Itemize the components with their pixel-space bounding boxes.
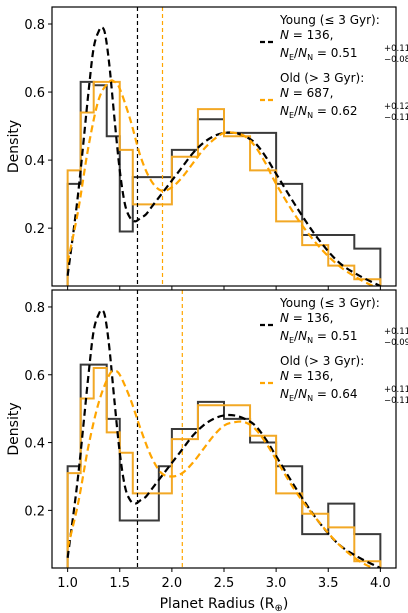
y-tick-label: 0.6 (24, 369, 45, 384)
x-tick-label: 4.0 (370, 576, 391, 591)
legend-ratio: NE/NN = 0.62 (280, 104, 357, 120)
legend-ratio: NE/NN = 0.64 (280, 387, 357, 403)
legend: Young (≤ 3 Gyr):N = 136, NE/NN = 0.51 +0.1… (260, 13, 408, 123)
legend-err-plus: +0.12 (384, 102, 408, 112)
y-tick-label: 0.6 (24, 86, 45, 101)
y-tick-label: 0.8 (24, 301, 45, 316)
kde-curve-old (66, 370, 376, 568)
x-tick-label: 2.0 (162, 576, 183, 591)
y-axis-label: Density (6, 120, 22, 173)
legend-err-plus: +0.11 (384, 44, 408, 54)
legend-err-minus: −0.09 (384, 338, 408, 348)
x-tick-label: 1.5 (109, 576, 130, 591)
legend-err-minus: −0.11 (384, 396, 408, 406)
plot-area (66, 290, 382, 568)
legend-count: N = 136, (280, 311, 333, 325)
legend-err-plus: +0.11 (384, 327, 408, 337)
legend-title: Young (≤ 3 Gyr): (279, 296, 380, 310)
legend-ratio: NE/NN = 0.51 (280, 46, 357, 62)
x-tick-label: 2.5 (214, 576, 235, 591)
legend-item-old: Old (> 3 Gyr):N = 687, NE/NN = 0.62 +0.12−… (260, 71, 408, 123)
histogram-old (66, 80, 382, 286)
x-axis-label: Planet Radius (R⊕) (160, 596, 289, 613)
y-axis-label: Density (6, 402, 22, 455)
legend-err-minus: −0.08 (384, 55, 408, 65)
legend-item-old: Old (> 3 Gyr):N = 136, NE/NN = 0.64 +0.11−… (260, 354, 408, 406)
kde-curve-old (66, 79, 376, 286)
legend-item-young: Young (≤ 3 Gyr):N = 136, NE/NN = 0.51 +0.1… (260, 296, 408, 348)
panel-bottom: 0.2 0.4 0.6 0.8 1.0 1.5 2.0 2.5 3.0 3.5 4.0 Density… (6, 289, 408, 613)
legend-count: N = 136, (280, 369, 333, 383)
legend-count: N = 136, (280, 28, 333, 42)
y-tick-label: 0.2 (24, 504, 45, 519)
x-tick-label: 3.0 (266, 576, 287, 591)
legend-title: Old (> 3 Gyr): (280, 354, 364, 368)
legend-title: Young (≤ 3 Gyr): (279, 13, 380, 27)
legend-count: N = 687, (280, 86, 333, 100)
legend-ratio: NE/NN = 0.51 (280, 329, 357, 345)
kde-curve-young (66, 26, 381, 286)
y-tick-label: 0.4 (24, 154, 45, 169)
kde-curve-young (66, 309, 381, 568)
legend: Young (≤ 3 Gyr):N = 136,NE/NN = 0.51 +0.1… (260, 296, 408, 406)
panel-top: 0.2 0.4 0.6 0.8 Density Young (≤ 3 Gyr):N = 1… (6, 6, 408, 290)
plot-area (66, 7, 382, 286)
legend-err-minus: −0.11 (384, 113, 408, 123)
histogram-old (66, 366, 382, 568)
x-tick-label: 3.5 (318, 576, 339, 591)
x-tick-label: 1.0 (57, 576, 78, 591)
legend-title: Old (> 3 Gyr): (280, 71, 364, 85)
y-tick-label: 0.2 (24, 222, 45, 237)
legend-item-young: Young (≤ 3 Gyr):N = 136, NE/NN = 0.51 +0.1… (260, 13, 408, 65)
legend-err-plus: +0.11 (384, 385, 408, 395)
y-tick-label: 0.4 (24, 437, 45, 452)
y-tick-label: 0.8 (24, 18, 45, 33)
